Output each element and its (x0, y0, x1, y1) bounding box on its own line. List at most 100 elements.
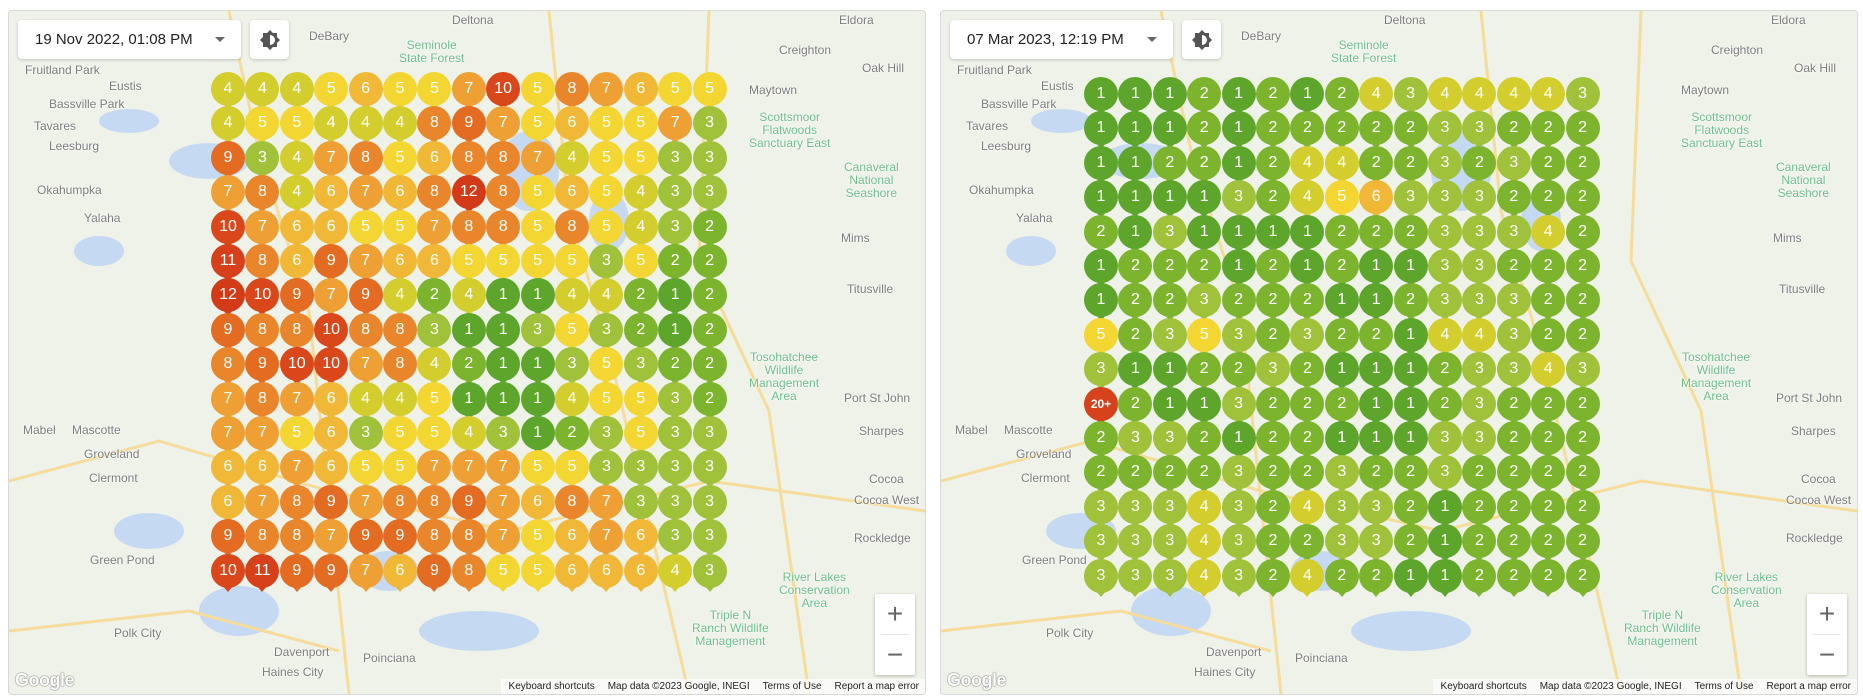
cluster-marker[interactable]: 7 (211, 416, 245, 454)
cluster-marker[interactable]: 4 (383, 278, 417, 317)
cluster-marker[interactable]: 2 (1565, 317, 1600, 356)
cluster-marker[interactable]: 3 (1152, 489, 1187, 528)
cluster-marker[interactable]: 4 (348, 106, 383, 145)
cluster-marker[interactable]: 8 (451, 209, 486, 248)
cluster-marker[interactable]: 3 (1084, 489, 1118, 528)
cluster-marker[interactable]: 3 (589, 312, 624, 351)
cluster-marker[interactable]: 5 (589, 209, 624, 248)
cluster-marker[interactable]: 2 (1359, 317, 1394, 356)
cluster-marker[interactable]: 1 (1152, 352, 1187, 391)
cluster-marker[interactable]: 5 (383, 416, 417, 454)
cluster-marker[interactable]: 2 (1531, 524, 1566, 563)
cluster-marker[interactable]: 1 (1428, 524, 1462, 563)
cluster-marker[interactable]: 1 (1152, 180, 1187, 219)
cluster-marker[interactable]: 2 (1565, 524, 1600, 563)
cluster-marker[interactable]: 5 (486, 553, 521, 592)
cluster-marker[interactable]: 1 (1393, 317, 1428, 356)
cluster-marker[interactable]: 1 (1118, 352, 1153, 391)
cluster-marker[interactable]: 5 (623, 416, 658, 454)
cluster-marker[interactable]: 8 (451, 519, 486, 558)
cluster-marker[interactable]: 1 (1221, 145, 1256, 184)
cluster-marker[interactable]: 3 (1221, 524, 1256, 563)
cluster-marker[interactable]: 1 (520, 416, 555, 454)
cluster-marker[interactable]: 2 (1256, 421, 1290, 459)
cluster-marker[interactable]: 2 (555, 416, 589, 454)
cluster-marker[interactable]: 1 (1221, 214, 1256, 253)
cluster-marker[interactable]: 4 (348, 381, 383, 420)
cluster-marker[interactable]: 7 (348, 175, 383, 214)
cluster-marker[interactable]: 4 (1290, 558, 1325, 597)
cluster-marker[interactable]: 1 (1152, 386, 1187, 425)
cluster-marker[interactable]: 1 (1324, 352, 1359, 391)
cluster-marker[interactable]: 4 (1324, 145, 1359, 184)
cluster-marker[interactable]: 3 (623, 450, 658, 489)
cluster-marker[interactable]: 9 (451, 484, 486, 523)
cluster-marker[interactable]: 2 (1496, 249, 1531, 287)
cluster-marker[interactable]: 3 (623, 347, 658, 386)
cluster-marker[interactable]: 4 (1290, 145, 1325, 184)
cluster-marker[interactable]: 9 (279, 278, 314, 317)
cluster-marker[interactable]: 6 (623, 553, 658, 592)
cluster-marker[interactable]: 3 (1565, 77, 1600, 115)
cluster-marker[interactable]: 1 (451, 381, 486, 420)
cluster-marker[interactable]: 4 (314, 106, 349, 145)
cluster-marker[interactable]: 2 (1393, 111, 1428, 150)
cluster-marker[interactable]: 2 (1393, 145, 1428, 184)
map-panel-left[interactable]: Deltona Eldora Creighton Oak Hill Fruitland … (8, 10, 926, 695)
cluster-marker[interactable]: 2 (1462, 524, 1497, 563)
cluster-marker[interactable]: 2 (1221, 352, 1256, 391)
cluster-marker[interactable]: 1 (1084, 77, 1118, 115)
cluster-marker[interactable]: 8 (383, 312, 417, 351)
cluster-marker[interactable]: 2 (1187, 77, 1222, 115)
cluster-marker[interactable]: 8 (555, 484, 589, 523)
cluster-marker[interactable]: 1 (1359, 421, 1394, 459)
cluster-marker[interactable]: 2 (1496, 421, 1531, 459)
cluster-marker[interactable]: 5 (589, 381, 624, 420)
cluster-marker[interactable]: 1 (1118, 111, 1153, 150)
cluster-marker[interactable]: 3 (692, 553, 727, 592)
cluster-marker[interactable]: 1 (1324, 283, 1359, 322)
cluster-marker[interactable]: 5 (520, 450, 555, 489)
report-map-error-link[interactable]: Report a map error (1766, 681, 1851, 692)
cluster-marker[interactable]: 5 (589, 140, 624, 179)
cluster-marker[interactable]: 1 (1187, 214, 1222, 253)
cluster-marker[interactable]: 9 (348, 519, 383, 558)
terms-of-use-link[interactable]: Terms of Use (762, 681, 822, 692)
zoom-in-button[interactable]: + (886, 598, 904, 629)
cluster-marker[interactable]: 2 (1152, 145, 1187, 184)
cluster-marker[interactable]: 1 (520, 278, 555, 317)
cluster-marker[interactable]: 3 (1462, 421, 1497, 459)
cluster-marker[interactable]: 4 (1187, 489, 1222, 528)
cluster-marker[interactable]: 2 (1256, 558, 1290, 597)
cluster-marker[interactable]: 4 (1531, 77, 1566, 115)
cluster-marker[interactable]: 2 (1324, 386, 1359, 425)
cluster-marker[interactable]: 4 (555, 381, 589, 420)
cluster-marker[interactable]: 2 (1565, 455, 1600, 494)
cluster-marker[interactable]: 6 (383, 553, 417, 592)
cluster-marker[interactable]: 2 (1531, 249, 1566, 287)
cluster-marker[interactable]: 1 (1393, 386, 1428, 425)
cluster-marker[interactable]: 1 (1221, 77, 1256, 115)
cluster-marker[interactable]: 7 (348, 347, 383, 386)
cluster-marker[interactable]: 3 (348, 416, 383, 454)
cluster-marker[interactable]: 2 (1428, 352, 1462, 391)
cluster-marker[interactable]: 8 (451, 140, 486, 179)
cluster-marker[interactable]: 2 (1084, 214, 1118, 253)
cluster-marker[interactable]: 9 (314, 553, 349, 592)
cluster-marker[interactable]: 2 (1256, 249, 1290, 287)
cluster-marker[interactable]: 3 (1359, 489, 1394, 528)
cluster-marker[interactable]: 2 (1359, 214, 1394, 253)
cluster-marker[interactable]: 2 (1462, 558, 1497, 597)
cluster-marker[interactable]: 7 (486, 484, 521, 523)
cluster-marker[interactable]: 5 (692, 72, 727, 110)
cluster-marker[interactable]: 2 (1359, 111, 1394, 150)
cluster-marker[interactable]: 6 (314, 209, 349, 248)
cluster-marker[interactable]: 8 (417, 519, 452, 558)
cluster-marker[interactable]: 3 (1428, 180, 1462, 219)
cluster-marker[interactable]: 3 (1428, 145, 1462, 184)
cluster-marker[interactable]: 3 (692, 140, 727, 179)
cluster-marker[interactable]: 1 (1084, 145, 1118, 184)
cluster-marker[interactable]: 4 (1359, 77, 1394, 115)
cluster-marker[interactable]: 7 (417, 209, 452, 248)
cluster-marker[interactable]: 6 (555, 519, 589, 558)
